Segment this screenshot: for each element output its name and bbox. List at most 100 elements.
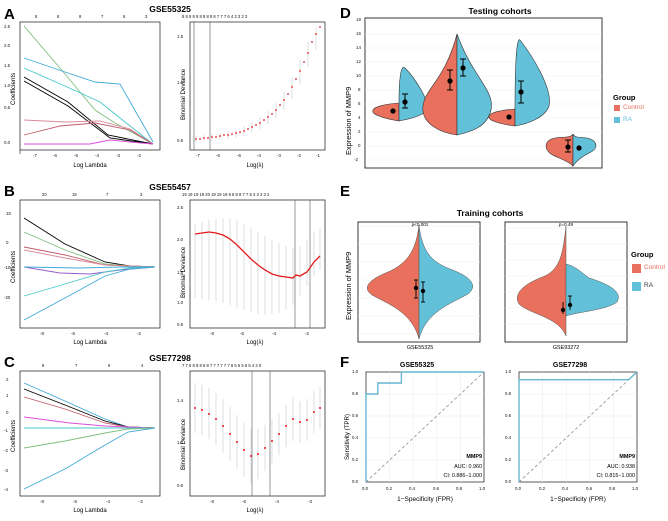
panel-a-title: GSE55325 <box>149 4 191 14</box>
f0-ytick-5: 1.0 <box>352 369 359 374</box>
a-cv-ylabel: Binomial Deviance <box>180 68 187 120</box>
c-lasso-topnum-3: 4 <box>141 363 144 368</box>
f-roc-0-ci: CI: 0.886−1.000 <box>443 473 482 479</box>
f-roc-0-auc: AUC: 0.960 <box>454 464 482 470</box>
b-cv-ytick-4: 2.5 <box>177 205 184 210</box>
f0-xtick-5: 1.0 <box>479 486 486 491</box>
f1-xtick-2: 0.4 <box>562 486 569 491</box>
e-legend-label-control[interactable]: Control <box>644 264 665 271</box>
panel-letter-d: D <box>340 5 351 22</box>
f1-ytick-0: 0.0 <box>505 479 512 484</box>
f-roc-0-gene: MMP9 <box>466 454 482 460</box>
c-lasso-ytick-4: 0 <box>6 410 9 415</box>
f-roc-0-xlabel: 1−Specificity (FPR) <box>397 496 453 503</box>
a-lasso-ytick-5: 2.5 <box>4 24 11 29</box>
c-lasso-plot <box>19 370 161 497</box>
a-lasso-topnum-4: 6 <box>123 14 126 19</box>
c-lasso-ytick-1: -3 <box>4 468 8 473</box>
f0-xtick-2: 0.4 <box>409 486 416 491</box>
a-lasso-ytick-4: 2.0 <box>4 43 11 48</box>
b-lasso-xtick-3: -2 <box>137 331 141 336</box>
b-lasso-topnum-1: 18 <box>72 192 77 197</box>
a-lasso-xtick-1: -6 <box>53 153 57 158</box>
b-cv-ytick-2: 1.5 <box>177 270 184 275</box>
panel-e-ylabel: Expression of MMP9 <box>344 251 353 320</box>
c-lasso-ytick-0: -4 <box>4 487 8 492</box>
f0-ytick-2: 0.4 <box>352 435 359 440</box>
a-lasso-ytick-3: 1.5 <box>4 63 11 68</box>
e-legend-title: Group <box>631 250 654 259</box>
c-lasso-xlabel: Log Lambda <box>73 508 107 514</box>
panel-letter-b: B <box>4 183 15 200</box>
c-lasso-ytick-5: 1 <box>6 393 9 398</box>
f0-xtick-0: 0.0 <box>362 486 369 491</box>
a-lasso-ytick-1: 0.5 <box>4 105 11 110</box>
a-cv-xtick-0: -7 <box>196 153 200 158</box>
a-lasso-xlabel: Log Lambda <box>73 163 107 169</box>
a-lasso-topnum-1: 8 <box>57 14 60 19</box>
b-cv-ylabel: Binomial Deviance <box>180 246 187 298</box>
c-lasso-xtick-3: -2 <box>139 499 143 504</box>
d-legend-swatch-control <box>614 105 620 111</box>
a-lasso-xtick-4: -3 <box>116 153 120 158</box>
e-legend-label-ra[interactable]: RA <box>644 282 654 289</box>
panel-d-title: Testing cohorts <box>468 6 532 16</box>
c-cv-ylabel: Binomial Deviance <box>180 418 187 470</box>
f-roc-1-ci: CI: 0.815−1.000 <box>596 473 635 479</box>
f1-xtick-3: 0.6 <box>586 486 593 491</box>
b-lasso-ylabel: Coefficients <box>10 250 17 283</box>
c-lasso-xtick-2: -4 <box>106 499 110 504</box>
d-legend-swatch-ra <box>614 117 620 123</box>
a-lasso-xtick-0: -7 <box>33 153 37 158</box>
c-cv-ytick-0: 0.6 <box>177 483 184 488</box>
d-ytick-3: 4 <box>358 115 361 120</box>
d-legend-label-ra[interactable]: RA <box>623 116 633 123</box>
panel-e-violin-right <box>504 221 628 343</box>
a-cv-xtick-5: -2 <box>297 153 301 158</box>
f0-xtick-1: 0.2 <box>386 486 393 491</box>
a-lasso-xtick-2: -5 <box>74 153 78 158</box>
b-lasso-xlabel: Log Lambda <box>73 340 107 346</box>
d-ytick-6: 10 <box>356 73 361 78</box>
f-roc-1-title: GSE77298 <box>552 362 588 369</box>
d-ytick-0: -2 <box>354 157 358 162</box>
d-legend-label-control[interactable]: Control <box>623 104 644 111</box>
f-roc-1-gene: MMP9 <box>619 454 635 460</box>
f-roc-1-auc: AUC: 0.938 <box>607 464 635 470</box>
panel-letter-a: A <box>4 6 15 23</box>
a-lasso-ytick-2: 1.0 <box>4 83 11 88</box>
c-cv-xlabel: Log(λ) <box>246 508 264 514</box>
b-cv-plot <box>189 199 326 329</box>
c-cv-xtick-1: -6 <box>242 499 246 504</box>
a-cv-xtick-4: -3 <box>277 153 281 158</box>
c-lasso-xtick-0: -8 <box>40 499 44 504</box>
b-cv-ytick-1: 1.0 <box>177 300 184 305</box>
f0-xtick-3: 0.6 <box>433 486 440 491</box>
c-cv-ytick-1: 1.0 <box>177 440 184 445</box>
f0-ytick-3: 0.6 <box>352 413 359 418</box>
f1-xtick-4: 0.8 <box>609 486 616 491</box>
f1-ytick-3: 0.6 <box>505 413 512 418</box>
b-cv-topnums: 19 19 19 19 20 19 19 19 9 8 8 8 7 7 6 3 … <box>182 192 270 197</box>
c-cv-ytick-2: 1.4 <box>177 398 184 403</box>
panel-letter-f: F <box>340 354 350 371</box>
e-legend-swatch-ra <box>632 282 641 291</box>
b-lasso-ytick-2: 0 <box>6 240 9 245</box>
b-cv-ytick-3: 2.0 <box>177 237 184 242</box>
b-cv-xtick-3: -2 <box>305 331 309 336</box>
b-lasso-ytick-3: 10 <box>6 211 11 216</box>
b-cv-xlabel: Log(λ) <box>246 340 264 346</box>
b-cv-ytick-0: 0.5 <box>177 322 184 327</box>
b-lasso-ytick-0: -20 <box>4 295 11 300</box>
d-ytick-10: 18 <box>356 17 361 22</box>
c-lasso-ytick-3: -1 <box>4 428 8 433</box>
f1-ytick-4: 0.8 <box>505 391 512 396</box>
a-lasso-xtick-5: -2 <box>137 153 141 158</box>
c-lasso-topnum-1: 7 <box>75 363 78 368</box>
a-lasso-topnum-5: 3 <box>145 14 148 19</box>
b-lasso-topnum-0: 20 <box>42 192 47 197</box>
e-left-pvalue: p<0.001 <box>411 222 429 227</box>
d-ytick-9: 16 <box>356 31 361 36</box>
b-lasso-plot <box>19 199 161 329</box>
